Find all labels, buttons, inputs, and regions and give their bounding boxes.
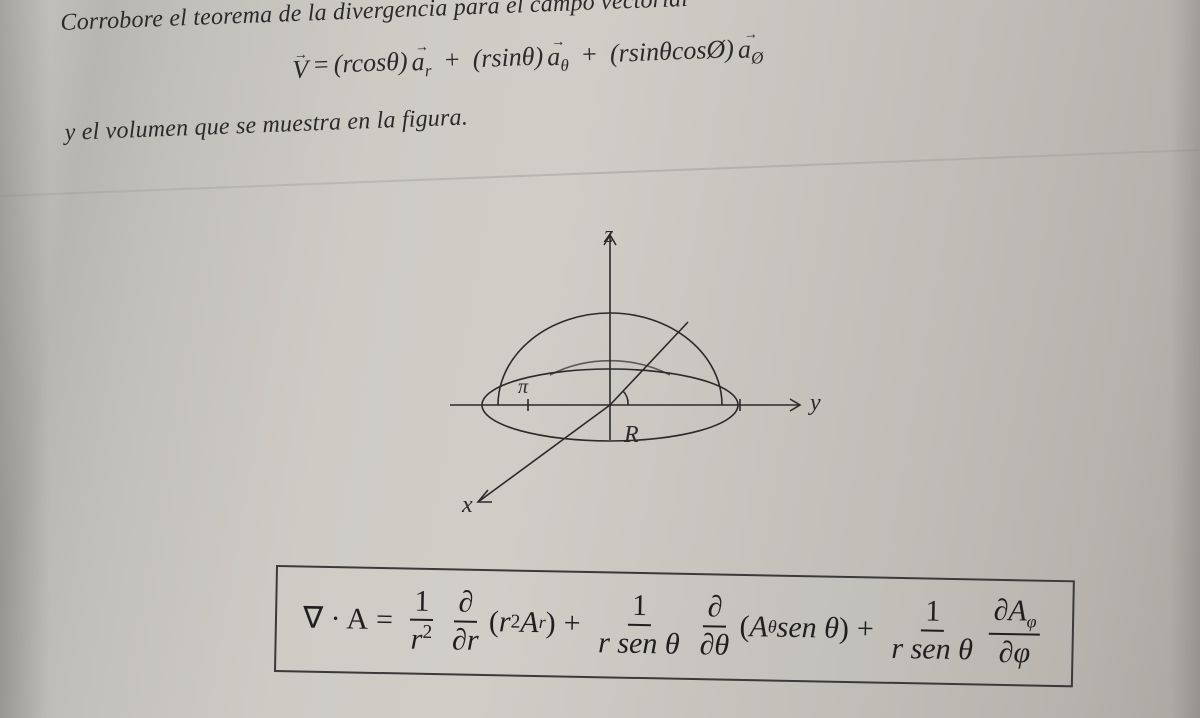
subscript-phi: φ xyxy=(1026,611,1036,631)
frac-1-over-rsentheta-2: 1 r sen θ xyxy=(887,595,978,666)
unit-vector-aphi: → aØ xyxy=(737,28,764,68)
term-rcostheta: (rcosθ) xyxy=(333,46,408,79)
nabla-dot-A: ∇ · A xyxy=(303,601,369,637)
plus-sign: + xyxy=(443,44,462,75)
label-R: R xyxy=(624,422,639,449)
denominator: ∂θ xyxy=(695,627,733,661)
subscript-r: r xyxy=(425,61,432,80)
problem-block: Corrobore el teorema de la divergencia p… xyxy=(60,0,1144,147)
numerator: 1 xyxy=(410,585,434,621)
frac-1-over-rsentheta: 1 r sen θ xyxy=(594,589,685,660)
shadow-left xyxy=(0,0,50,718)
subscript-theta: θ xyxy=(560,56,569,75)
denominator: r sen θ xyxy=(887,630,977,665)
radius-line xyxy=(610,322,688,405)
frac-dAphi-dphi: ∂Aφ ∂φ xyxy=(989,595,1042,669)
symbol-a: a xyxy=(411,47,425,76)
label-x: x xyxy=(462,492,473,519)
symbol-V: V xyxy=(292,56,309,83)
symbol-r: r xyxy=(499,605,511,639)
symbol-A: A xyxy=(749,610,768,644)
label-z: z xyxy=(604,222,613,249)
denominator: ∂r xyxy=(448,622,483,656)
partial-symbol: ∂ xyxy=(993,594,1008,627)
denominator: r sen θ xyxy=(594,625,684,660)
angle-arc xyxy=(623,391,628,405)
frac-1-over-r2: 1 r2 xyxy=(406,585,437,656)
hemisphere-diagram: z y x R π xyxy=(370,230,850,520)
frac-ddtheta: ∂ ∂θ xyxy=(695,591,734,661)
numerator: ∂ xyxy=(454,587,478,623)
paren-close: ) xyxy=(839,612,850,646)
vector-field-equation: → V = (rcosθ) → ar + (rsinθ) → aθ + (rsi… xyxy=(292,14,1143,86)
paren-open: ( xyxy=(489,605,500,639)
plus-sign: + xyxy=(563,606,581,640)
vector-V: → V xyxy=(292,48,309,83)
unit-vector-ar: → ar xyxy=(411,41,432,81)
numerator: ∂ xyxy=(703,591,727,627)
symbol-A: A xyxy=(520,605,539,639)
symbol-A: A xyxy=(1008,594,1027,627)
equals-sign: = xyxy=(376,603,394,637)
symbol-a: a xyxy=(547,42,561,71)
subscript-phi: Ø xyxy=(751,48,764,67)
label-pi: π xyxy=(518,376,528,399)
plus-sign: + xyxy=(857,612,875,646)
paren-open: ( xyxy=(739,610,750,644)
problem-line-2: y el volumen que se muestra en la figura… xyxy=(64,79,1144,147)
paren-close: ) xyxy=(545,606,556,640)
paper-crease xyxy=(0,149,1199,197)
diagram-svg xyxy=(370,230,850,520)
denominator: ∂φ xyxy=(994,635,1034,669)
term-rsinthetacosphi: (rsinθcosØ) xyxy=(609,34,734,69)
page: Corrobore el teorema de la divergencia p… xyxy=(0,0,1200,718)
x-axis xyxy=(478,405,610,502)
numerator: 1 xyxy=(921,596,945,632)
subscript-theta: θ xyxy=(768,617,777,638)
numerator: 1 xyxy=(628,590,652,626)
formula-wrap: ∇ · A = 1 r2 ∂ ∂r ( r2 Ar ) + 1 r sen θ xyxy=(274,565,1075,688)
label-y: y xyxy=(810,390,821,417)
frac-ddr: ∂ ∂r xyxy=(448,587,484,657)
shadow-right xyxy=(1170,0,1200,718)
term-rsintheta: (rsinθ) xyxy=(472,41,544,74)
symbol-a: a xyxy=(737,35,751,64)
equals-sign: = xyxy=(312,49,331,80)
sen-theta: sen θ xyxy=(776,610,839,645)
symbol-r: r xyxy=(410,623,422,656)
plus-sign: + xyxy=(580,39,599,70)
unit-vector-atheta: → aθ xyxy=(546,36,569,76)
divergence-formula: ∇ · A = 1 r2 ∂ ∂r ( r2 Ar ) + 1 r sen θ xyxy=(274,565,1075,688)
superscript-2: 2 xyxy=(422,622,432,643)
